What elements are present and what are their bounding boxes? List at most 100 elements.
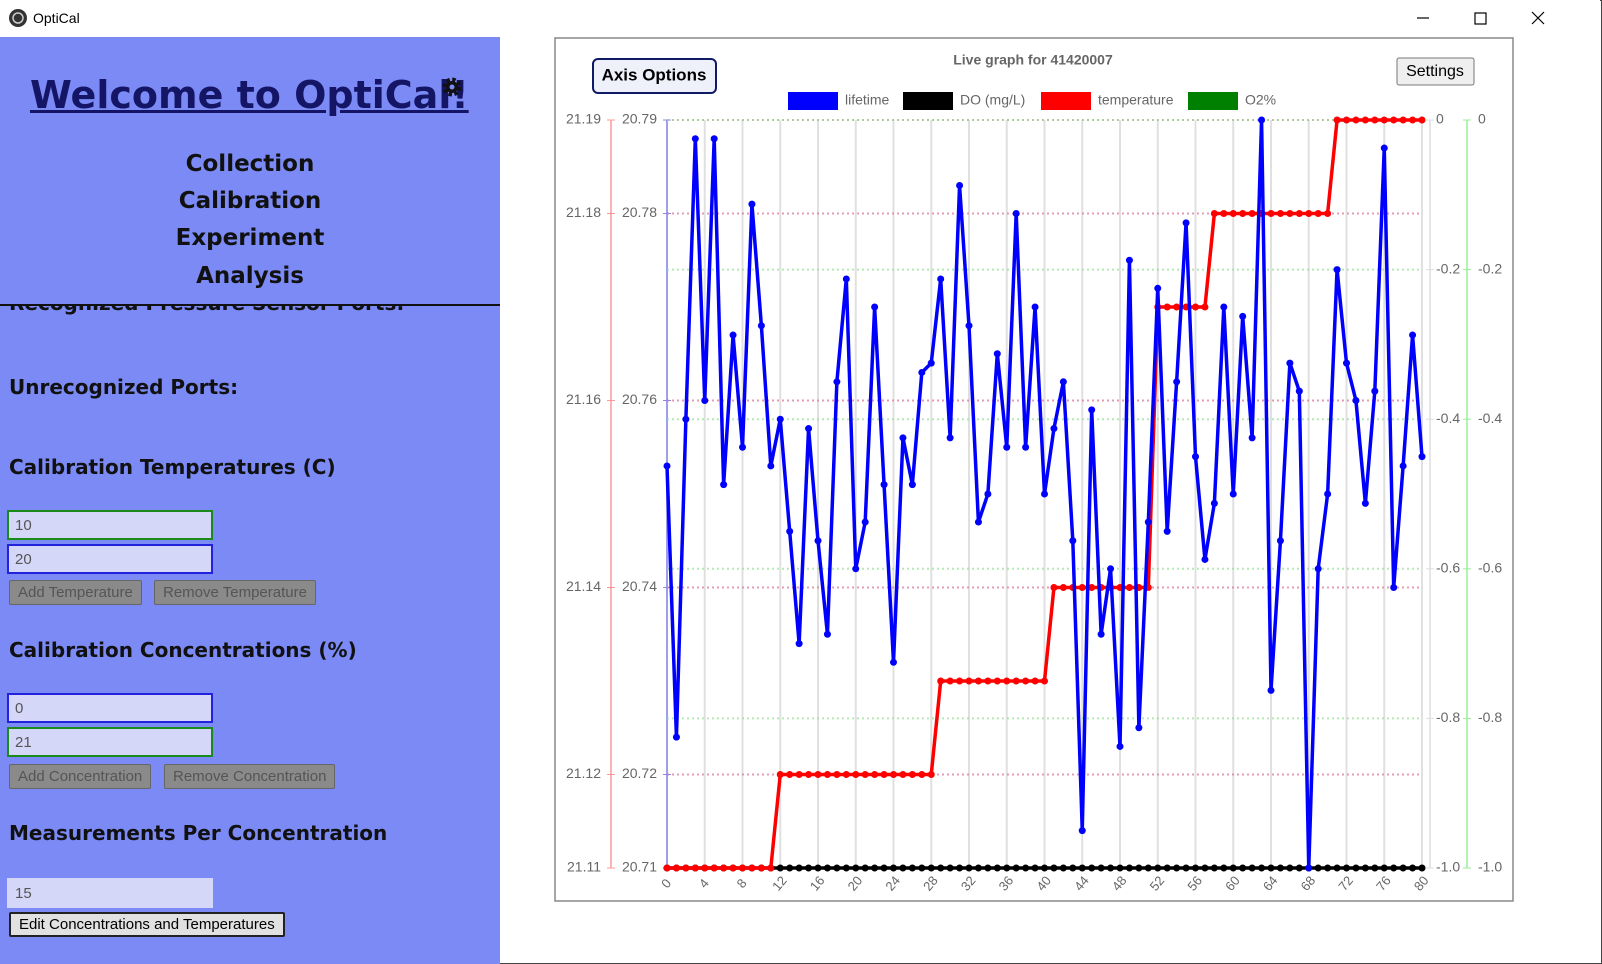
y-tick-label: 21.14 <box>566 578 601 594</box>
data-point <box>710 864 718 872</box>
data-point <box>1050 425 1058 433</box>
axis-options-label[interactable]: Axis Options <box>602 65 707 84</box>
data-point <box>672 864 680 872</box>
y-tick-label: -1.0 <box>1436 859 1460 875</box>
data-point <box>1163 527 1171 535</box>
data-point <box>1154 864 1162 872</box>
add-temperature-button[interactable]: Add Temperature <box>9 580 142 605</box>
chart-title: Live graph for 41420007 <box>953 52 1113 68</box>
y-tick-label: 20.72 <box>622 765 657 781</box>
data-point <box>757 322 765 330</box>
data-point <box>739 443 746 451</box>
data-point <box>776 771 784 778</box>
data-point <box>767 462 775 470</box>
section-heading: Calibration Temperatures (C) <box>9 455 336 479</box>
data-point <box>1399 116 1407 124</box>
data-point <box>663 462 671 470</box>
legend-swatch[interactable] <box>1041 92 1091 110</box>
data-point <box>1267 864 1275 872</box>
data-point <box>1022 677 1030 685</box>
data-point <box>1295 210 1303 217</box>
maximize-button[interactable] <box>1474 12 1487 25</box>
data-point <box>1390 864 1398 872</box>
data-point <box>691 135 699 143</box>
temperature-input[interactable] <box>7 544 213 574</box>
y-tick-label: 20.79 <box>622 111 657 127</box>
data-point <box>1201 303 1209 311</box>
data-point <box>1182 864 1190 872</box>
remove-temperature-button[interactable]: Remove Temperature <box>154 580 316 605</box>
data-point <box>1135 724 1143 732</box>
axis-options-button[interactable] <box>592 58 717 94</box>
data-point <box>1409 864 1417 872</box>
data-point <box>946 434 954 442</box>
remove-concentration-button[interactable]: Remove Concentration <box>164 764 336 789</box>
title-bar-icons <box>9 9 1545 27</box>
y-tick-label: -0.6 <box>1478 560 1502 576</box>
data-point <box>984 490 992 498</box>
data-point <box>1248 864 1256 872</box>
y-tick-label: -0.2 <box>1478 260 1502 276</box>
data-point <box>974 518 982 526</box>
data-point <box>795 864 803 872</box>
legend-swatch[interactable] <box>788 92 838 110</box>
nav-link[interactable]: Analysis <box>196 263 304 289</box>
concentration-input[interactable] <box>7 727 213 757</box>
nav-link[interactable]: Experiment <box>175 225 325 251</box>
data-point <box>1371 387 1379 395</box>
data-point <box>1201 555 1209 563</box>
data-point <box>1361 116 1369 124</box>
legend-label[interactable]: temperature <box>1098 92 1174 108</box>
sidebar-header: Welcome to OptiCal! Collection Calibrati… <box>0 37 500 306</box>
settings-gear[interactable] <box>439 74 465 100</box>
data-point <box>1135 864 1143 872</box>
data-point <box>748 864 756 872</box>
data-point <box>1210 864 1218 872</box>
measurements-input[interactable] <box>7 878 213 908</box>
add-concentration-button[interactable]: Add Concentration <box>9 764 152 789</box>
data-point <box>833 771 841 778</box>
data-point <box>852 864 860 872</box>
data-point <box>852 565 860 573</box>
close-button[interactable] <box>1531 11 1545 25</box>
data-point <box>1192 453 1199 461</box>
settings-label[interactable]: Settings <box>1406 63 1464 80</box>
data-point <box>1125 584 1133 591</box>
legend-swatch[interactable] <box>1188 92 1238 110</box>
data-point <box>937 864 945 872</box>
concentration-input[interactable] <box>7 693 213 723</box>
window-title: OptiCal <box>33 10 80 26</box>
data-point <box>993 864 1001 872</box>
data-point <box>1173 303 1181 311</box>
data-point <box>1361 864 1369 872</box>
section-heading: Measurements Per Concentration <box>9 821 388 845</box>
data-point <box>1276 864 1284 872</box>
data-point <box>1088 406 1096 414</box>
data-point <box>1333 266 1341 274</box>
data-point <box>908 864 916 872</box>
data-point <box>1352 864 1360 872</box>
data-point <box>946 864 954 872</box>
data-point <box>1333 864 1341 872</box>
nav-link[interactable]: Calibration <box>178 188 322 214</box>
settings-button[interactable] <box>1396 57 1475 86</box>
data-point <box>852 771 860 778</box>
data-point <box>710 135 718 143</box>
y-tick-label: -0.6 <box>1436 560 1460 576</box>
temperature-input[interactable] <box>7 510 213 540</box>
nav-link[interactable]: Collection <box>185 151 315 177</box>
y-tick-label: -0.4 <box>1436 410 1460 426</box>
legend-label[interactable]: O2% <box>1245 92 1276 108</box>
edit-button[interactable]: Edit Concentrations and Temperatures <box>9 912 285 937</box>
data-point <box>1107 864 1115 872</box>
data-point <box>1163 303 1171 311</box>
legend-swatch[interactable] <box>903 92 953 110</box>
data-point <box>823 864 831 872</box>
data-point <box>1097 864 1105 872</box>
data-point <box>956 181 964 189</box>
data-point <box>1248 434 1256 442</box>
data-point <box>1361 499 1369 507</box>
legend-label[interactable]: DO (mg/L) <box>960 92 1025 108</box>
y-tick-label: 0 <box>1436 111 1444 127</box>
legend-label[interactable]: lifetime <box>845 92 890 108</box>
